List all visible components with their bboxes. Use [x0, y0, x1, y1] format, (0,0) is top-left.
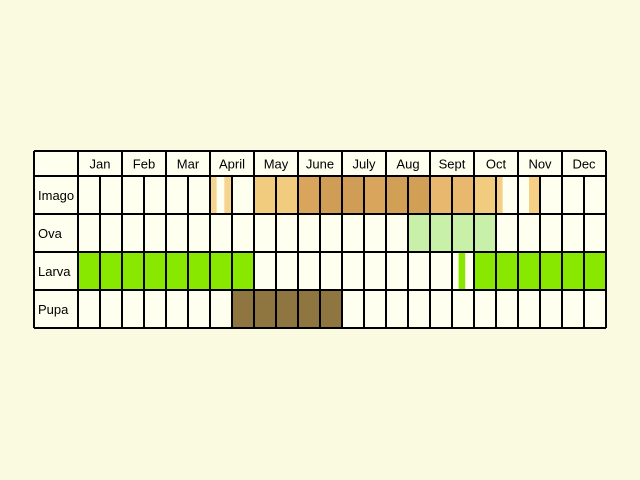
bar-imago-8: [430, 176, 452, 214]
bar-imago-5: [342, 176, 364, 214]
table-labels: Jan Feb Mar April May June July Aug Sept Oct Nov De…: [38, 157, 596, 318]
bar-imago-11: [496, 176, 503, 214]
month-header-sept: Sept: [439, 157, 466, 172]
bar-imago-10: [474, 176, 496, 214]
stage-label-imago: Imago: [38, 188, 74, 203]
stage-label-pupa: Pupa: [38, 302, 69, 317]
bar-larva-1: [458, 252, 466, 290]
month-header-june: June: [306, 157, 334, 172]
bar-imago-6: [364, 176, 386, 214]
month-header-july: July: [352, 157, 376, 172]
bar-imago-0: [210, 176, 217, 214]
month-header-aug: Aug: [396, 157, 419, 172]
stage-label-ova: Ova: [38, 226, 63, 241]
table-grid: [33, 150, 607, 329]
bar-imago-1: [224, 176, 231, 214]
month-header-nov: Nov: [528, 157, 552, 172]
month-header-mar: Mar: [177, 157, 200, 172]
bar-imago-3: [298, 176, 320, 214]
bar-imago-4: [320, 176, 342, 214]
month-header-dec: Dec: [572, 157, 596, 172]
bar-imago-9: [452, 176, 474, 214]
month-header-oct: Oct: [486, 157, 507, 172]
month-header-feb: Feb: [133, 157, 155, 172]
month-header-april: April: [219, 157, 245, 172]
month-header-jan: Jan: [90, 157, 111, 172]
bar-pupa-0: [232, 290, 342, 328]
bar-imago-12: [529, 176, 540, 214]
month-header-may: May: [264, 157, 289, 172]
stage-label-larva: Larva: [38, 264, 71, 279]
